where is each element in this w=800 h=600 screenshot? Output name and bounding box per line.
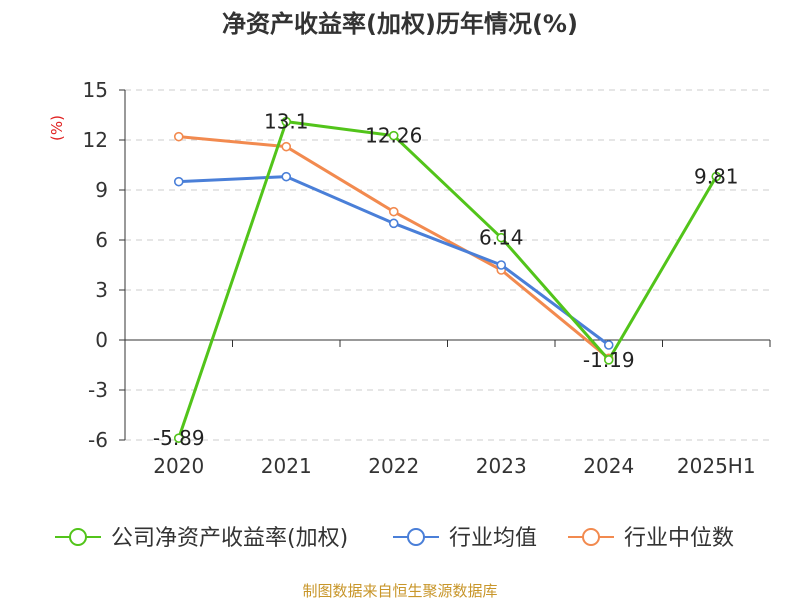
gridlines xyxy=(125,89,770,441)
data-point xyxy=(603,355,614,365)
data-label: 13.1 xyxy=(264,110,309,134)
axes: 15 12 9 6 3 0 -3 -6 2020 2021 2022 2023 2024 2025H1 xyxy=(83,78,771,478)
legend-swatch-marker xyxy=(69,528,87,546)
x-tick-label: 2021 xyxy=(261,454,312,478)
data-point xyxy=(711,171,722,182)
legend: 公司净资产收益率(加权) 行业均值 行业中位数 xyxy=(55,526,734,551)
x-tick-label: 2023 xyxy=(476,454,527,478)
legend-label: 公司净资产收益率(加权) xyxy=(111,526,348,551)
data-label: -5.89 xyxy=(153,426,205,450)
data-label: 12.26 xyxy=(365,124,422,148)
y-tick-label: 9 xyxy=(95,178,108,202)
y-tick-label: 6 xyxy=(95,228,108,252)
series-lines xyxy=(173,116,722,443)
data-point xyxy=(388,218,399,229)
y-axis-unit: (%) xyxy=(48,115,66,141)
y-tick-label: -6 xyxy=(88,428,108,452)
data-point xyxy=(173,176,184,187)
data-label: 9.81 xyxy=(694,165,739,189)
y-tick-label: -3 xyxy=(88,378,108,402)
chart-title: 净资产收益率(加权)历年情况(%) xyxy=(222,10,578,38)
y-tick-label: 3 xyxy=(95,278,108,302)
x-tick-label: 2024 xyxy=(583,454,634,478)
y-tick-label: 12 xyxy=(83,128,108,152)
legend-label: 行业中位数 xyxy=(624,526,734,551)
data-point xyxy=(388,206,399,217)
data-point xyxy=(388,130,399,141)
data-point xyxy=(281,116,292,127)
data-label: 6.14 xyxy=(479,226,524,250)
data-point xyxy=(496,232,507,243)
legend-swatch-marker xyxy=(407,528,425,546)
x-tick-label: 2022 xyxy=(368,454,419,478)
data-label: -1.19 xyxy=(583,348,635,372)
data-point xyxy=(281,141,292,152)
x-tick-label: 2020 xyxy=(153,454,204,478)
data-point xyxy=(281,171,292,182)
data-point xyxy=(603,340,614,350)
legend-label: 行业均值 xyxy=(449,526,537,551)
x-tick-label: 2025H1 xyxy=(677,454,756,478)
legend-swatch-marker xyxy=(582,528,600,546)
y-tick-label: 15 xyxy=(83,78,108,102)
data-point xyxy=(173,433,184,443)
y-tick-label: 0 xyxy=(95,328,108,352)
series-line xyxy=(178,175,610,347)
source-note: 制图数据来自恒生聚源数据库 xyxy=(302,582,497,600)
data-point xyxy=(496,260,507,270)
data-point xyxy=(173,131,184,142)
data-labels: -5.89 13.1 12.26 6.14 -1.19 9.81 xyxy=(153,110,739,450)
series-line xyxy=(177,120,718,439)
